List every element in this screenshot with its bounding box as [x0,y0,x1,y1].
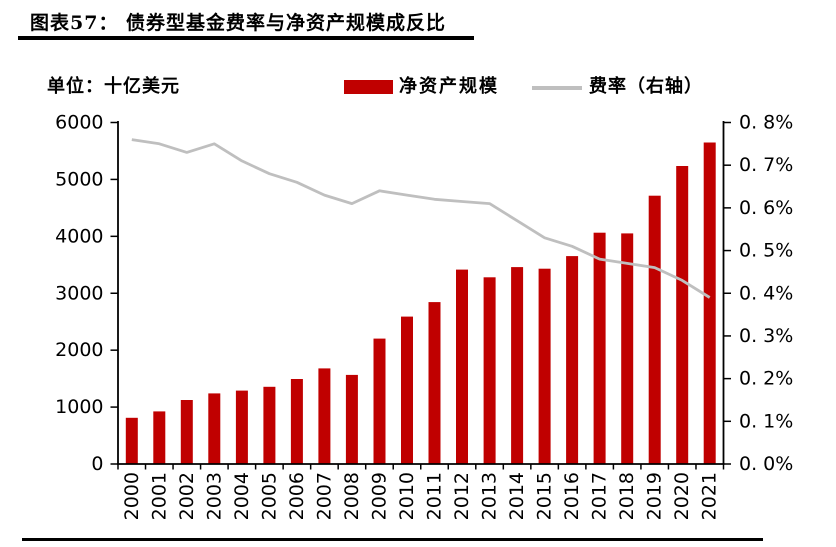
x-axis-year-label: 2004 [231,472,253,520]
bar-2012 [456,269,468,464]
right-axis-tick-label: 0. 8% [739,112,793,134]
left-axis-tick-label: 1000 [55,396,103,418]
x-axis-year-label: 2018 [616,472,638,520]
x-axis-year-label: 2003 [203,472,225,520]
x-axis-year-label: 2011 [424,472,446,520]
x-axis-year-label: 2019 [644,472,666,520]
bar-2010 [401,316,413,464]
right-axis-tick-label: 0. 3% [739,325,793,347]
left-axis-tick-label: 0 [91,453,103,475]
x-axis-year-label: 2006 [286,472,308,520]
x-axis-year-label: 2017 [589,472,611,520]
bar-2005 [263,386,276,464]
figure-title: 图表57： 债券型基金费率与净资产规模成反比 [30,12,447,34]
x-axis-year-label: 2020 [671,472,693,520]
left-axis-tick-label: 4000 [55,225,103,247]
bar-2014 [511,267,524,464]
bar-2009 [373,338,386,464]
x-axis-year-label: 2009 [368,472,390,520]
right-axis-tick-label: 0. 0% [739,453,793,475]
bar-2018 [621,233,634,464]
x-axis-year-label: 2010 [396,472,418,520]
bar-2013 [483,277,496,464]
bar-2004 [235,390,248,464]
left-axis-tick-label: 3000 [55,282,103,304]
bar-2002 [180,400,193,464]
bar-2016 [566,256,579,464]
x-axis-year-label: 2000 [121,472,143,520]
bar-2003 [208,393,221,464]
fee-rate-line [131,138,711,299]
left-axis-tick-label: 6000 [55,112,103,134]
unit-label: 单位：十亿美元 [47,76,180,97]
x-axis-year-label: 2012 [451,472,473,520]
right-axis-tick-label: 0. 6% [739,197,793,219]
right-axis-tick-label: 0. 7% [739,154,793,176]
bar-2020 [676,166,689,464]
x-axis-year-label: 2008 [341,472,363,520]
title-underline [18,36,474,40]
x-axis-year-label: 2015 [534,472,556,520]
x-axis-year-label: 2016 [561,472,583,520]
left-axis-tick-label: 2000 [55,339,103,361]
bar-2007 [318,368,331,464]
bar-2021 [703,142,716,464]
bar-2001 [153,411,166,464]
footer-rule [22,538,763,541]
right-axis-tick-label: 0. 4% [739,282,793,304]
x-axis-year-label: 2001 [148,472,170,520]
legend-bar-swatch [344,80,393,94]
x-axis-year-label: 2002 [176,472,198,520]
bar-2011 [428,302,441,464]
left-axis-tick-label: 5000 [55,168,103,190]
bar-2000 [125,417,138,464]
x-axis-year-label: 2007 [313,472,335,520]
legend-line-label: 费率（右轴） [589,76,703,97]
legend-bar-label: 净资产规模 [399,76,499,97]
right-axis-tick-label: 0. 2% [739,368,793,390]
legend-line-swatch [532,86,582,90]
bar-2015 [538,268,551,464]
bar-2008 [345,374,358,464]
bar-2017 [593,232,606,464]
right-axis-tick-label: 0. 5% [739,240,793,262]
x-axis-year-label: 2005 [258,472,280,520]
x-axis-year-label: 2013 [479,472,501,520]
right-axis-tick-label: 0. 1% [739,410,793,432]
x-axis-year-label: 2014 [506,472,528,520]
bar-2006 [290,379,303,464]
bar-2019 [648,195,661,464]
x-axis-year-label: 2021 [699,472,721,520]
